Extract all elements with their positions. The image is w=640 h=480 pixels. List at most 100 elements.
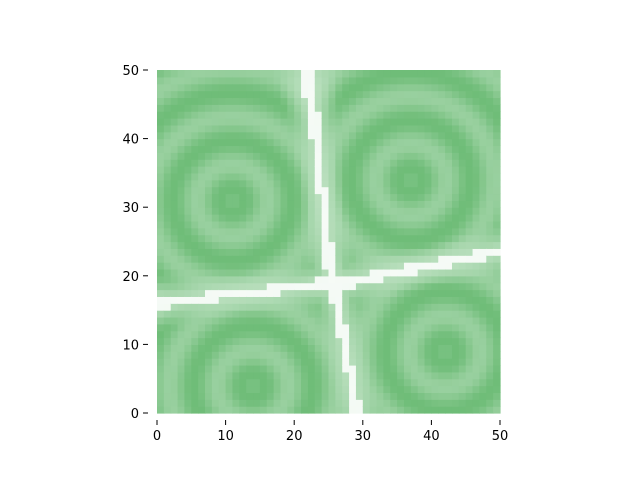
- heatmap-cell: [355, 323, 364, 332]
- heatmap-cell: [383, 241, 391, 249]
- heatmap-cell: [431, 152, 439, 160]
- heatmap-cell: [390, 371, 398, 380]
- heatmap-cell: [205, 406, 213, 414]
- heatmap-cell: [253, 179, 261, 188]
- heatmap-cell: [301, 282, 309, 291]
- heatmap-cell: [458, 268, 467, 277]
- heatmap-cell: [307, 214, 316, 222]
- heatmap-cell: [294, 152, 302, 160]
- heatmap-cell: [472, 406, 481, 414]
- heatmap-cell: [266, 138, 275, 147]
- heatmap-cell: [232, 131, 240, 140]
- heatmap-cell: [294, 220, 302, 229]
- heatmap-cell: [431, 255, 439, 263]
- heatmap-cell: [383, 124, 391, 133]
- heatmap-cell: [465, 399, 474, 407]
- heatmap-cell: [397, 241, 405, 249]
- heatmap-cell: [369, 392, 378, 400]
- heatmap-cell: [342, 118, 350, 126]
- heatmap-cell: [314, 296, 323, 304]
- x-tick-label: 0: [153, 429, 161, 444]
- heatmap-cell: [301, 138, 309, 147]
- heatmap-cell: [431, 364, 439, 373]
- heatmap-cell: [383, 166, 391, 174]
- heatmap-cell: [349, 364, 357, 373]
- heatmap-cell: [417, 323, 426, 332]
- x-tick-label: 50: [492, 429, 509, 444]
- heatmap-cell: [294, 337, 302, 345]
- heatmap-cell: [287, 371, 295, 380]
- heatmap-cell: [177, 275, 186, 284]
- heatmap-cell: [246, 371, 254, 380]
- heatmap-cell: [294, 193, 302, 201]
- heatmap-cell: [184, 378, 192, 387]
- heatmap-cell: [479, 186, 487, 195]
- heatmap-cell: [225, 138, 234, 147]
- heatmap-cell: [465, 268, 474, 277]
- heatmap-cell: [218, 282, 227, 291]
- heatmap-cell: [479, 227, 487, 236]
- heatmap-cell: [362, 97, 371, 105]
- heatmap-cell: [211, 364, 220, 373]
- heatmap-cell: [349, 166, 357, 174]
- heatmap-cell: [458, 371, 467, 380]
- heatmap-cell: [170, 152, 179, 160]
- heatmap-cell: [314, 214, 323, 222]
- heatmap-cell: [349, 186, 357, 195]
- heatmap-cell: [184, 282, 192, 291]
- heatmap-cell: [355, 166, 364, 174]
- heatmap-cell: [225, 378, 234, 387]
- heatmap-cell: [232, 275, 240, 284]
- heatmap-cell: [328, 111, 336, 119]
- heatmap-cell: [307, 152, 316, 160]
- heatmap-cell: [451, 234, 460, 243]
- heatmap-cell: [472, 234, 481, 243]
- heatmap-cell: [390, 344, 398, 352]
- heatmap-cell: [225, 323, 234, 332]
- heatmap-cell: [163, 90, 172, 99]
- heatmap-cell: [397, 344, 405, 352]
- heatmap-cell: [205, 179, 213, 188]
- heatmap-cell: [225, 296, 234, 304]
- heatmap-cell: [232, 159, 240, 167]
- heatmap-cell: [273, 337, 282, 345]
- heatmap-cell: [280, 303, 288, 311]
- heatmap-cell: [163, 234, 172, 243]
- heatmap-cell: [486, 70, 494, 78]
- heatmap-cell: [445, 378, 453, 387]
- heatmap-cell: [232, 268, 240, 277]
- heatmap-cell: [328, 406, 336, 414]
- heatmap-cell: [211, 104, 220, 112]
- heatmap-cell: [232, 296, 240, 304]
- heatmap-cell: [287, 358, 295, 366]
- heatmap-cell: [184, 323, 192, 332]
- heatmap-cell: [410, 214, 419, 222]
- heatmap-cell: [314, 385, 323, 394]
- heatmap-cell: [376, 70, 384, 78]
- heatmap-cell: [445, 76, 453, 85]
- heatmap-cell: [451, 97, 460, 105]
- heatmap-cell: [486, 378, 494, 387]
- heatmap-cell: [424, 392, 432, 400]
- heatmap-cell: [335, 166, 343, 174]
- heatmap-cell: [294, 358, 302, 366]
- heatmap-cell: [307, 310, 316, 318]
- heatmap-cell: [362, 289, 371, 297]
- heatmap-cell: [307, 282, 316, 291]
- heatmap-cell: [493, 255, 501, 263]
- heatmap-cell: [239, 172, 247, 181]
- heatmap-cell: [362, 118, 371, 126]
- heatmap-cell: [314, 392, 323, 400]
- heatmap-cell: [211, 97, 220, 105]
- heatmap-cell: [177, 241, 186, 249]
- heatmap-cell: [232, 378, 240, 387]
- heatmap-cell: [177, 193, 186, 201]
- heatmap-cell: [438, 310, 446, 318]
- heatmap-cell: [239, 289, 247, 297]
- heatmap-cell: [479, 392, 487, 400]
- heatmap-cell: [259, 282, 268, 291]
- heatmap-cell: [362, 385, 371, 394]
- heatmap-cell: [163, 344, 172, 352]
- heatmap-cell: [355, 83, 364, 92]
- heatmap-cell: [259, 166, 268, 174]
